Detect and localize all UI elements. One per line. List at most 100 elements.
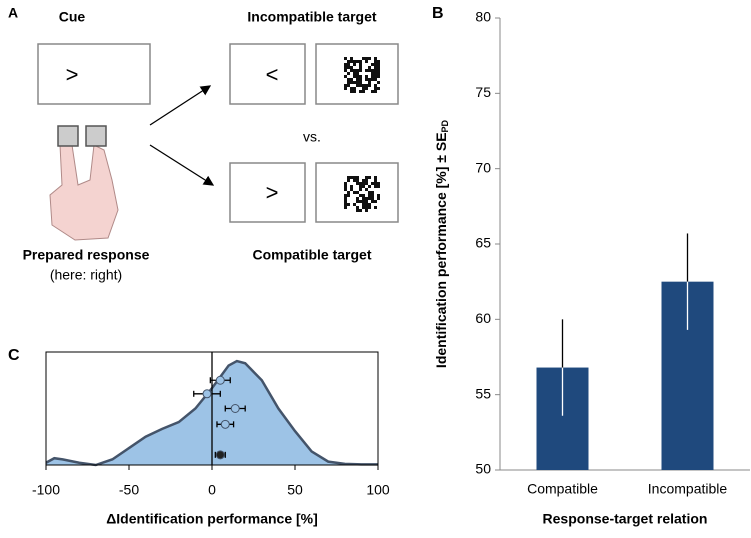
noise-cell [368, 176, 371, 179]
noise-cell [350, 188, 353, 191]
noise-cell [374, 176, 377, 179]
noise-cell [356, 182, 359, 185]
noise-cell [344, 194, 347, 197]
noise-cell [377, 197, 380, 200]
noise-cell [356, 197, 359, 200]
noise-cell [365, 200, 368, 203]
noise-cell [374, 78, 377, 81]
noise-cell [371, 78, 374, 81]
noise-cell [377, 63, 380, 66]
x-tick-label: 100 [366, 482, 390, 498]
noise-cell [365, 87, 368, 90]
noise-cell [350, 69, 353, 72]
noise-cell [359, 188, 362, 191]
noise-cell [353, 63, 356, 66]
noise-cell [347, 84, 350, 87]
noise-cell [371, 200, 374, 203]
noise-cell [368, 81, 371, 84]
noise-cell [359, 66, 362, 69]
noise-cell [347, 203, 350, 206]
noise-cell [347, 176, 350, 179]
noise-cell [368, 66, 371, 69]
panel-letter: C [8, 347, 20, 364]
incompatible-label: Incompatible target [247, 9, 376, 25]
noise-cell [374, 179, 377, 182]
key [57, 125, 79, 147]
noise-cell [362, 200, 365, 203]
noise-cell [344, 206, 347, 209]
noise-cell [368, 206, 371, 209]
y-tick-label: 50 [475, 461, 491, 477]
noise-cell [359, 69, 362, 72]
noise-cell [362, 87, 365, 90]
noise-cell [371, 75, 374, 78]
noise-cell [362, 206, 365, 209]
noise-cell [350, 57, 353, 60]
noise-cell [368, 78, 371, 81]
panel-a: A Cue > Incompatible target < vs. > Comp… [8, 5, 399, 283]
noise-cell [356, 75, 359, 78]
noise-cell [371, 194, 374, 197]
noise-cell [344, 57, 347, 60]
noise-cell [377, 194, 380, 197]
noise-cell [368, 69, 371, 72]
noise-cell [371, 191, 374, 194]
y-axis-label: Identification performance [%] ± SEPD [433, 119, 451, 368]
noise-cell [377, 81, 380, 84]
target-box [229, 162, 306, 223]
noise-cell [350, 81, 353, 84]
noise-cell [347, 60, 350, 63]
y-tick-label: 70 [475, 159, 491, 175]
x-tick-label: Incompatible [648, 481, 728, 497]
noise-cell [347, 194, 350, 197]
noise-cell [374, 75, 377, 78]
noise-cell [365, 203, 368, 206]
noise-cell [365, 197, 368, 200]
noise-cell [356, 179, 359, 182]
noise-cell [356, 60, 359, 63]
noise-cell [347, 63, 350, 66]
noise-cell [362, 182, 365, 185]
noise-cell [350, 78, 353, 81]
noise-cell [347, 72, 350, 75]
y-tick-label: 75 [475, 84, 491, 100]
point [202, 389, 212, 399]
vs-label: vs. [303, 129, 321, 145]
x-tick-label: 0 [208, 482, 216, 498]
noise-cell [350, 185, 353, 188]
noise-cell [344, 203, 347, 206]
key [85, 125, 107, 147]
noise-cell [353, 191, 356, 194]
noise-cell [353, 75, 356, 78]
noise-cell [359, 75, 362, 78]
noise-cell [359, 185, 362, 188]
noise-cell [365, 57, 368, 60]
noise-cell [359, 78, 362, 81]
noise-cell [347, 191, 350, 194]
noise-cell [359, 81, 362, 84]
noise-cell [344, 75, 347, 78]
noise-cell [353, 203, 356, 206]
arrow [149, 85, 212, 126]
noise-cell [359, 194, 362, 197]
noise-masks [344, 57, 380, 212]
noise-cell [344, 188, 347, 191]
noise-cell [374, 69, 377, 72]
noise-cell [353, 176, 356, 179]
noise-cell [353, 90, 356, 93]
noise-cell [353, 81, 356, 84]
noise-cell [374, 63, 377, 66]
noise-cell [356, 206, 359, 209]
noise-cell [359, 182, 362, 185]
noise-cell [365, 206, 368, 209]
noise-cell [374, 84, 377, 87]
noise-cell [377, 87, 380, 90]
noise-cell [356, 69, 359, 72]
point [215, 375, 225, 385]
noise-cell [374, 72, 377, 75]
y-tick-label: 80 [475, 9, 491, 25]
noise-cell [365, 60, 368, 63]
noise-cell [377, 75, 380, 78]
noise-cell [350, 66, 353, 69]
noise-cell [356, 81, 359, 84]
